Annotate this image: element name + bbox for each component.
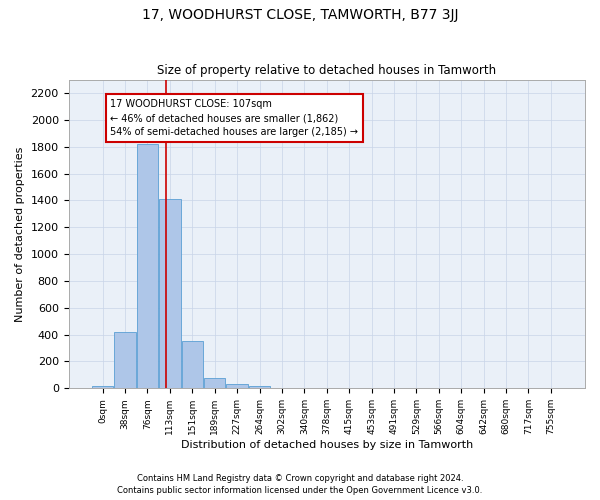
Text: 17, WOODHURST CLOSE, TAMWORTH, B77 3JJ: 17, WOODHURST CLOSE, TAMWORTH, B77 3JJ xyxy=(142,8,458,22)
Text: Contains HM Land Registry data © Crown copyright and database right 2024.
Contai: Contains HM Land Registry data © Crown c… xyxy=(118,474,482,495)
Bar xyxy=(204,378,226,388)
X-axis label: Distribution of detached houses by size in Tamworth: Distribution of detached houses by size … xyxy=(181,440,473,450)
Bar xyxy=(249,386,270,388)
Bar xyxy=(115,332,136,388)
Bar xyxy=(226,384,248,388)
Y-axis label: Number of detached properties: Number of detached properties xyxy=(15,146,25,322)
Bar xyxy=(137,144,158,388)
Bar xyxy=(182,342,203,388)
Title: Size of property relative to detached houses in Tamworth: Size of property relative to detached ho… xyxy=(157,64,496,77)
Bar xyxy=(92,386,113,388)
Text: 17 WOODHURST CLOSE: 107sqm
← 46% of detached houses are smaller (1,862)
54% of s: 17 WOODHURST CLOSE: 107sqm ← 46% of deta… xyxy=(110,99,358,137)
Bar xyxy=(159,199,181,388)
